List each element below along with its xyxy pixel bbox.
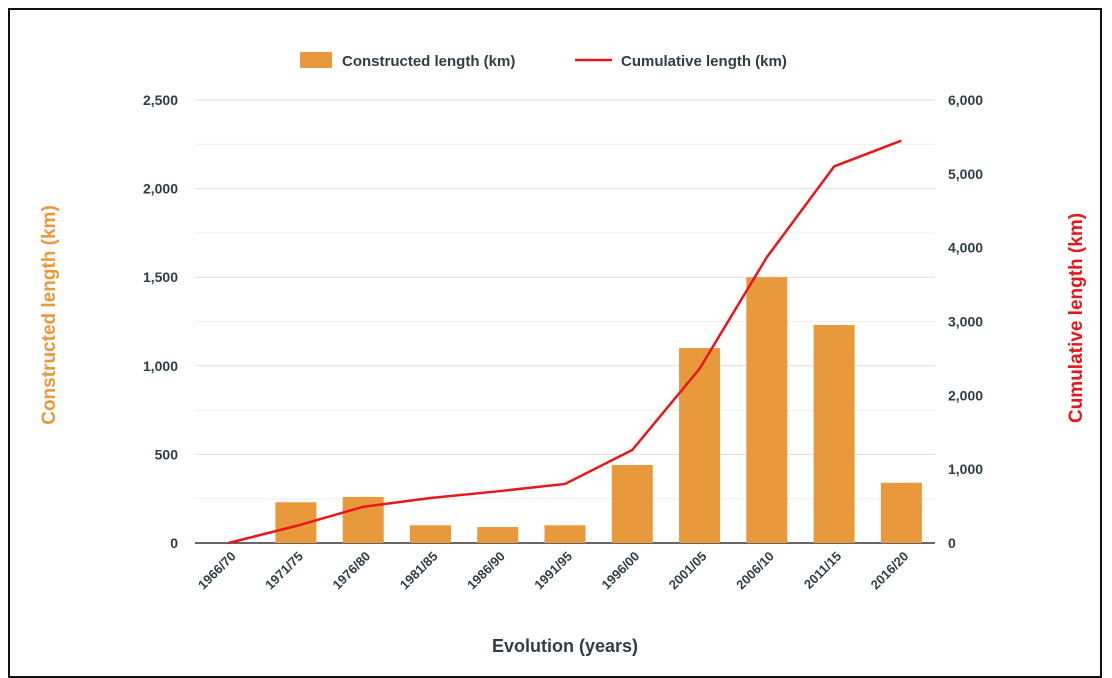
bar-1986/90 xyxy=(477,527,519,543)
legend-label-line: Cumulative length (km) xyxy=(621,53,787,70)
bar-1996/00 xyxy=(611,465,653,543)
x-tick-label: 1981/85 xyxy=(397,549,441,593)
bar-2006/10 xyxy=(746,277,788,543)
bar-1991/95 xyxy=(544,525,586,543)
x-tick-label: 2001/05 xyxy=(666,549,710,593)
y-tick-label: 500 xyxy=(155,446,179,462)
bar-2011/15 xyxy=(813,325,855,543)
legend: Constructed length (km) Cumulative lengt… xyxy=(300,52,787,70)
x-tick-label: 1966/70 xyxy=(195,549,239,593)
y2-tick-label: 0 xyxy=(948,535,956,551)
bars xyxy=(275,277,922,543)
x-tick-label: 1996/00 xyxy=(599,549,643,593)
right-tick-labels: 0 1,000 2,000 3,000 4,000 5,000 6,000 xyxy=(948,92,983,551)
y2-tick-label: 2,000 xyxy=(948,387,983,403)
y2-tick-label: 3,000 xyxy=(948,314,983,330)
y2-tick-label: 1,000 xyxy=(948,461,983,477)
gridlines xyxy=(195,99,935,544)
x-tick-label: 1991/95 xyxy=(531,549,575,593)
cumulative-line-group xyxy=(228,139,902,545)
x-tick-labels: 1966/70 1971/75 1976/80 1981/85 1986/90 1991/… xyxy=(195,549,912,593)
cumulative-line xyxy=(228,139,902,545)
bar-2016/20 xyxy=(880,482,922,543)
x-tick-label: 1976/80 xyxy=(329,549,373,593)
bar-1981/85 xyxy=(409,525,451,543)
x-tick-label: 2006/10 xyxy=(733,549,777,593)
legend-label-bars: Constructed length (km) xyxy=(342,53,515,70)
x-tick-label: 2016/20 xyxy=(868,549,912,593)
x-axis-title: Evolution (years) xyxy=(492,636,638,656)
y2-axis-title: Cumulative length (km) xyxy=(1066,213,1087,423)
y-tick-label: 2,000 xyxy=(143,181,178,197)
y-tick-label: 0 xyxy=(170,535,178,551)
x-tick-label: 1986/90 xyxy=(464,549,508,593)
x-tick-label: 1971/75 xyxy=(262,549,306,593)
y-axis-title: Constructed length (km) xyxy=(39,205,60,425)
y2-tick-label: 4,000 xyxy=(948,240,983,256)
x-tick-label: 2011/15 xyxy=(801,549,844,592)
y-tick-label: 1,000 xyxy=(143,358,178,374)
y-tick-label: 2,500 xyxy=(143,92,178,108)
bar-2001/05 xyxy=(679,348,721,543)
legend-swatch-bars xyxy=(300,52,332,68)
y2-tick-label: 6,000 xyxy=(948,92,983,108)
y2-tick-label: 5,000 xyxy=(948,166,983,182)
y-tick-label: 1,500 xyxy=(143,269,178,285)
left-tick-labels: 0 500 1,000 1,500 2,000 2,500 xyxy=(143,92,178,551)
chart-frame xyxy=(8,8,1102,678)
